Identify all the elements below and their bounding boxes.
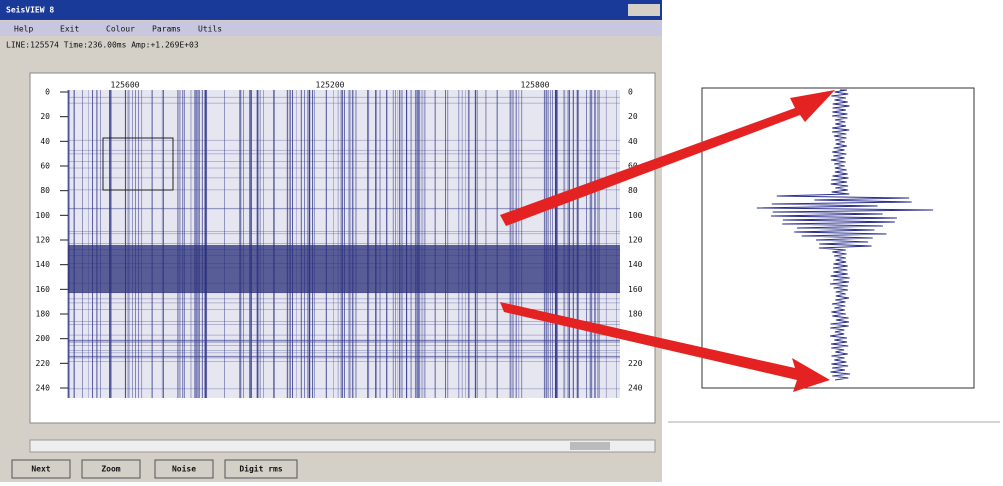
button-face[interactable] <box>81 459 141 479</box>
top-label: 125200 <box>316 81 345 90</box>
depth-label: 220 <box>36 359 51 368</box>
depth-label: 140 <box>628 260 643 269</box>
depth-label: 80 <box>628 186 638 195</box>
depth-label: 20 <box>40 112 50 121</box>
depth-label: 200 <box>36 334 51 343</box>
button-label[interactable]: Digit rms <box>239 464 283 474</box>
reflector-band <box>68 245 620 293</box>
arrows <box>500 90 835 392</box>
title-bar <box>0 0 662 20</box>
button[interactable]: Zoom <box>81 459 141 479</box>
zoom-box[interactable] <box>102 137 174 191</box>
depth-label: 120 <box>628 236 643 245</box>
button-label[interactable]: Next <box>31 465 50 474</box>
depth-label: 220 <box>628 359 643 368</box>
depth-label: 60 <box>40 162 50 171</box>
button-label[interactable]: Noise <box>172 464 196 474</box>
depth-label: 20 <box>628 112 638 121</box>
top-label: 125600 <box>111 81 140 90</box>
depth-label: 0 <box>45 88 50 97</box>
depth-label: 100 <box>628 211 643 220</box>
arrow <box>500 90 835 226</box>
depth-label: 100 <box>36 211 51 220</box>
depth-label: 80 <box>40 186 50 195</box>
menu-item[interactable]: Help <box>14 25 33 34</box>
top-label: 125800 <box>521 81 550 90</box>
window-controls[interactable] <box>628 4 660 16</box>
menu-item[interactable]: Exit <box>60 25 79 34</box>
depth-label: 160 <box>628 285 643 294</box>
depth-label: 180 <box>628 310 643 319</box>
depth-label: 140 <box>36 260 51 269</box>
menu-item[interactable]: Params <box>152 25 181 34</box>
depth-label: 240 <box>628 384 643 393</box>
button-face[interactable] <box>154 459 214 479</box>
arrow <box>500 302 830 392</box>
depth-label: 0 <box>628 88 633 97</box>
trace-wiggle <box>756 89 934 381</box>
button-face[interactable] <box>224 459 298 479</box>
button-face[interactable] <box>11 459 71 479</box>
menu-item[interactable]: Colour <box>106 25 135 34</box>
button[interactable]: Noise <box>154 459 214 479</box>
menu-bar <box>0 21 662 36</box>
depth-label: 120 <box>36 236 51 245</box>
depth-label: 60 <box>628 162 638 171</box>
status-line: LINE:125574 Time:236.00ms Amp:+1.269E+03 <box>6 41 199 50</box>
menu-item[interactable]: Utils <box>198 25 222 34</box>
trace-plot <box>701 87 975 389</box>
depth-label: 160 <box>36 285 51 294</box>
button-label[interactable]: Zoom <box>101 465 120 474</box>
depth-label: 180 <box>36 310 51 319</box>
depth-label: 240 <box>36 384 51 393</box>
scroll-thumb[interactable] <box>570 442 610 450</box>
window-title: SeisVIEW 8 <box>6 5 54 15</box>
depth-label: 40 <box>40 137 50 146</box>
depth-label: 40 <box>628 137 638 146</box>
button[interactable]: Digit rms <box>224 459 298 479</box>
scrollbar[interactable] <box>29 439 656 453</box>
button[interactable]: Next <box>11 459 71 479</box>
